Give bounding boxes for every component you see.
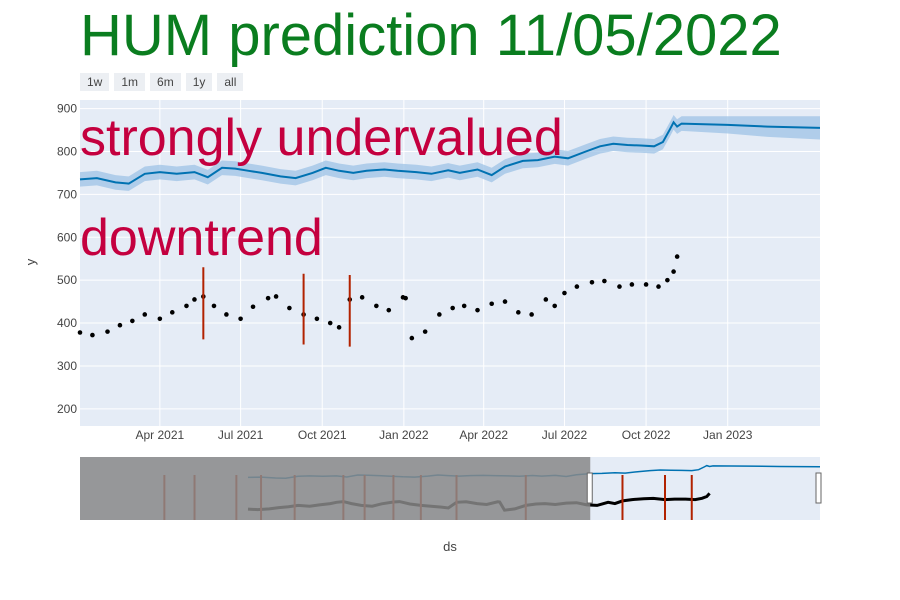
range-button-all[interactable]: all (217, 73, 244, 91)
actual-data-point (169, 310, 175, 315)
y-tick-label: 500 (57, 273, 77, 287)
actual-data-point (250, 304, 256, 310)
actual-data-point (273, 294, 279, 299)
forecast-line (79, 120, 821, 185)
y-tick-label: 800 (57, 144, 77, 158)
range-button-1w[interactable]: 1w (80, 73, 110, 91)
actual-data-point (314, 316, 320, 322)
actual-data-point (552, 303, 558, 309)
actual-data-point (489, 301, 495, 307)
actual-data-point (629, 282, 635, 287)
x-tick-label: Oct 2021 (298, 428, 347, 442)
actual-data-point (671, 269, 676, 274)
range-button-1m[interactable]: 1m (114, 73, 146, 91)
actual-data-point (461, 303, 467, 309)
y-tick-label: 300 (57, 359, 77, 373)
range-button-1y[interactable]: 1y (185, 73, 213, 91)
y-tick-label: 200 (57, 402, 77, 416)
actual-data-point (617, 284, 622, 289)
actual-data-point (77, 330, 83, 335)
y-tick-label: 600 (57, 230, 77, 244)
forecast-uncertainty-band (80, 115, 820, 191)
actual-data-point (327, 320, 333, 326)
actual-data-point (543, 297, 549, 302)
actual-data-point (359, 295, 365, 300)
actual-data-point (336, 325, 342, 330)
annotation-downtrend: downtrend (80, 209, 323, 267)
actual-data-point (117, 322, 123, 328)
actual-data-point (90, 332, 95, 338)
range-slider[interactable] (80, 457, 822, 520)
actual-data-point (450, 305, 455, 311)
main-plot[interactable]: 200 300 400 500 600 700 800 900 Apr 2021 Jul 2021… (57, 100, 821, 442)
range-selector: 1w 1m 6m 1y all (80, 73, 244, 91)
actual-data-point (475, 307, 480, 313)
actual-data-point (589, 280, 595, 285)
y-tick-label: 700 (57, 187, 77, 201)
x-tick-label: Apr 2022 (459, 428, 508, 442)
actual-data-point (602, 278, 607, 284)
actual-data-point (562, 290, 567, 296)
actual-data-point (665, 277, 670, 283)
x-axis-title: ds (443, 539, 457, 554)
actual-data-point (142, 312, 148, 317)
range-button-6m[interactable]: 6m (150, 73, 181, 91)
actual-data-point (224, 312, 229, 317)
actual-data-point (265, 295, 271, 301)
range-slider-mask-left (80, 457, 591, 520)
actual-data-point (656, 284, 661, 289)
actual-data-point (238, 316, 243, 322)
actual-data-point (643, 282, 649, 287)
actual-data-point (403, 295, 408, 301)
x-tick-label: Jan 2022 (379, 428, 429, 442)
actual-data-point (374, 303, 379, 309)
plot-background (80, 100, 820, 426)
actual-data-point (516, 310, 521, 315)
actual-data-point (211, 303, 217, 309)
actual-data-point (192, 297, 197, 302)
actual-data-point (574, 284, 580, 289)
actual-data-point (502, 299, 508, 304)
y-axis-title: y (23, 258, 38, 265)
actual-data-point (157, 316, 163, 322)
actual-data-point (287, 305, 292, 311)
chart-title: HUM prediction 11/05/2022 (80, 3, 782, 68)
y-tick-label: 900 (57, 102, 77, 116)
annotation-strongly-undervalued: strongly undervalued (80, 109, 563, 167)
x-tick-label: Apr 2021 (136, 428, 185, 442)
x-tick-label: Jul 2022 (542, 428, 588, 442)
actual-data-point (130, 318, 135, 324)
actual-data-point (105, 329, 110, 334)
actual-data-point (184, 303, 189, 309)
actual-data-point (529, 312, 534, 317)
actual-data-point (674, 254, 680, 259)
range-slider-handle-left (586, 472, 593, 504)
actual-data-point (437, 312, 442, 317)
x-tick-label: Jan 2023 (703, 428, 753, 442)
actual-data-point (409, 335, 415, 341)
actual-data-point (386, 307, 392, 313)
actual-data-point (422, 329, 428, 334)
x-tick-label: Jul 2021 (218, 428, 264, 442)
x-tick-label: Oct 2022 (622, 428, 671, 442)
y-tick-label: 400 (57, 316, 77, 330)
range-slider-handle-right (815, 472, 822, 504)
